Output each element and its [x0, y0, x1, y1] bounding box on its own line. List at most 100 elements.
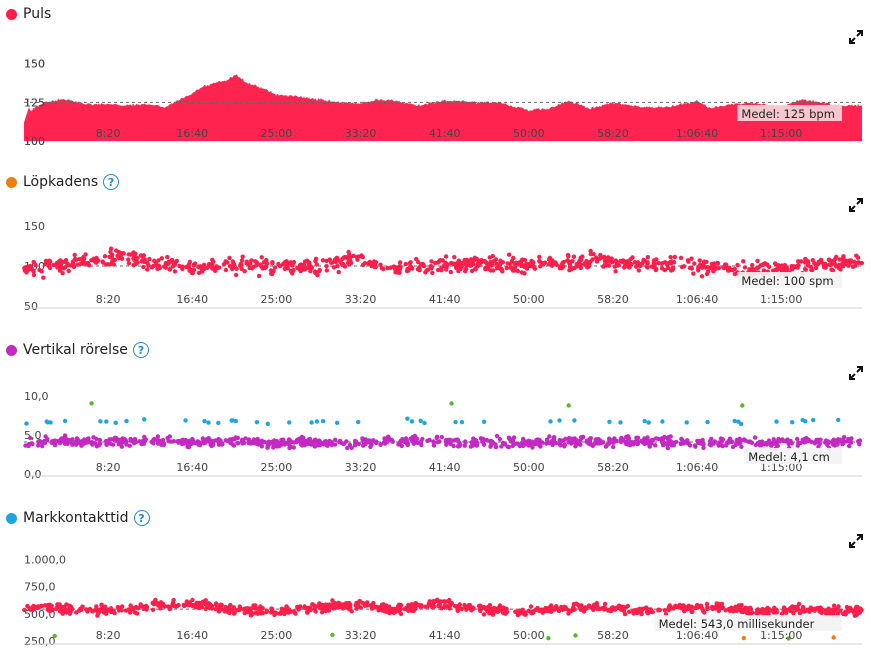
data-point: [363, 441, 368, 446]
data-point: [519, 270, 524, 275]
data-point: [183, 418, 188, 423]
data-point: [598, 252, 603, 258]
data-point: [480, 439, 485, 444]
data-point: [231, 443, 237, 448]
data-point: [634, 608, 639, 613]
data-point: [422, 420, 427, 426]
data-point: [320, 419, 326, 424]
data-point: [680, 437, 685, 443]
help-icon[interactable]: ?: [132, 342, 149, 358]
data-point: [678, 255, 684, 261]
data-point: [530, 261, 536, 266]
data-point: [233, 435, 238, 440]
data-point: [414, 256, 419, 262]
data-point: [246, 437, 251, 442]
data-point: [772, 608, 777, 614]
data-point: [488, 438, 493, 444]
data-point: [648, 607, 654, 613]
data-point: [176, 602, 181, 608]
data-point: [652, 261, 658, 266]
x-tick-label: 41:40: [429, 127, 461, 140]
data-point: [207, 437, 212, 442]
x-tick-label: 16:40: [176, 461, 208, 474]
data-point: [227, 610, 232, 615]
data-point: [604, 442, 610, 448]
data-point: [607, 256, 612, 262]
data-point: [565, 258, 570, 263]
data-point: [83, 261, 88, 266]
data-point: [437, 439, 442, 444]
data-point: [104, 419, 109, 424]
data-point: [249, 258, 254, 263]
data-point: [249, 266, 255, 271]
expand-icon[interactable]: [849, 30, 863, 44]
help-icon[interactable]: ?: [133, 510, 150, 526]
data-point: [555, 606, 560, 611]
data-point: [270, 439, 275, 444]
data-point: [548, 419, 553, 424]
data-point: [23, 443, 28, 448]
data-point: [269, 606, 274, 611]
data-point: [749, 440, 755, 445]
data-point: [624, 259, 629, 264]
data-point: [227, 255, 232, 261]
help-icon[interactable]: ?: [103, 174, 120, 190]
data-point: [141, 438, 146, 443]
expand-icon[interactable]: [849, 198, 863, 212]
data-point: [708, 443, 714, 448]
data-point: [155, 601, 160, 606]
data-point: [335, 264, 340, 269]
data-point: [475, 263, 480, 268]
data-point: [471, 441, 476, 446]
data-point: [628, 256, 634, 262]
data-point: [272, 265, 278, 270]
data-point: [70, 259, 76, 264]
mark-header: Markkontakttid ?: [6, 508, 150, 528]
data-point: [754, 610, 759, 616]
data-point: [313, 270, 318, 275]
data-point: [256, 273, 262, 279]
expand-icon[interactable]: [849, 366, 863, 380]
data-point: [806, 608, 812, 613]
data-point: [210, 257, 215, 262]
data-point: [165, 435, 170, 441]
data-point: [755, 607, 761, 612]
data-point: [52, 438, 58, 443]
data-point: [120, 440, 125, 445]
data-point: [718, 436, 724, 441]
x-tick-label: 1:15:00: [760, 629, 802, 642]
x-tick-label: 1:06:40: [676, 127, 718, 140]
data-point: [243, 436, 248, 441]
data-point: [307, 441, 312, 446]
data-point: [86, 262, 91, 268]
x-tick-label: 16:40: [176, 629, 208, 642]
data-point: [653, 267, 658, 273]
data-point: [468, 444, 473, 449]
data-point: [843, 610, 848, 615]
data-point: [308, 269, 313, 274]
data-point: [407, 604, 412, 610]
data-point: [841, 254, 846, 259]
data-point: [190, 602, 196, 608]
data-point: [554, 262, 559, 268]
data-point: [626, 434, 631, 439]
data-point: [332, 442, 338, 447]
data-point: [78, 261, 83, 267]
expand-icon[interactable]: [849, 534, 863, 548]
data-point: [571, 254, 577, 259]
data-point: [848, 259, 853, 264]
kadens-chart: 150100508:2016:4025:0033:2041:4050:0058:…: [22, 220, 864, 313]
data-point: [271, 445, 276, 450]
data-point: [497, 263, 502, 268]
data-point: [731, 609, 736, 614]
data-point: [403, 438, 408, 444]
data-point: [506, 252, 512, 257]
data-point: [417, 268, 422, 273]
data-point: [52, 633, 57, 639]
data-point: [689, 609, 694, 615]
data-point: [809, 268, 815, 273]
data-point: [854, 604, 859, 610]
data-point: [31, 604, 36, 609]
data-point: [351, 253, 356, 259]
data-point: [216, 420, 221, 426]
